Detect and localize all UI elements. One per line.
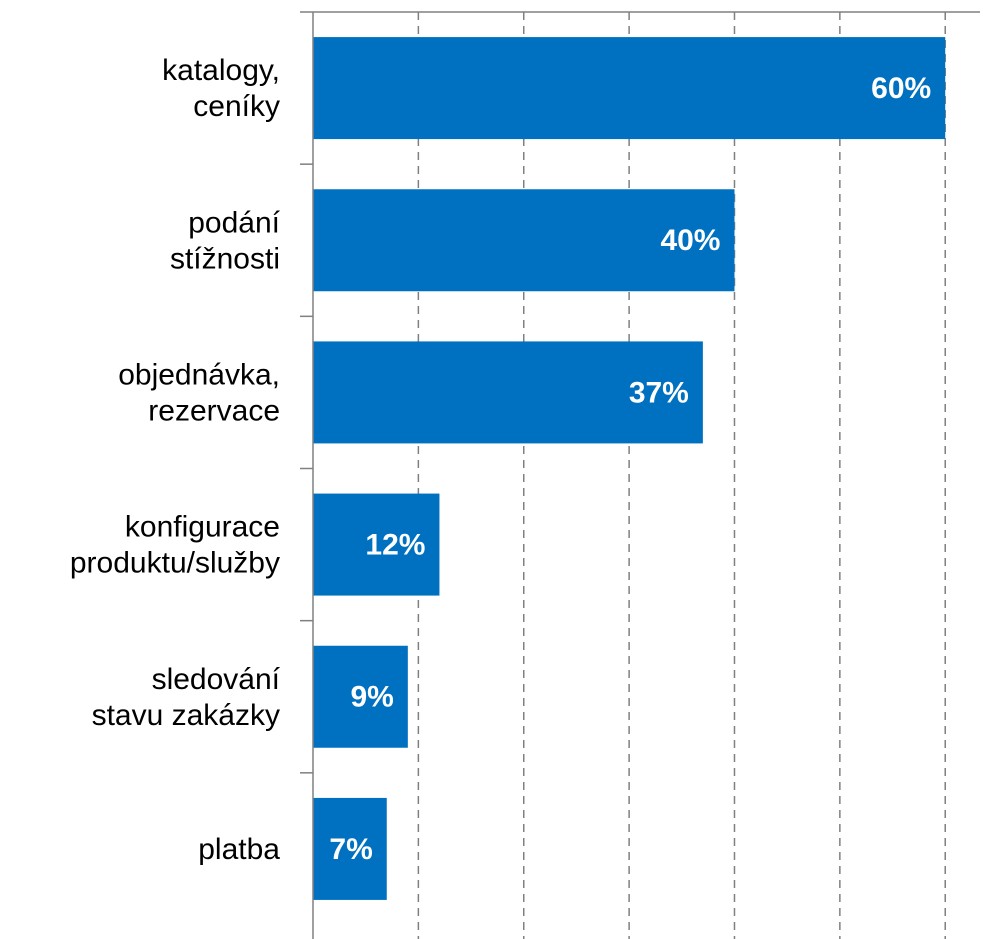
value-label: 37% — [629, 376, 689, 409]
value-label: 60% — [871, 72, 931, 105]
value-label: 40% — [660, 224, 720, 257]
bar — [313, 797, 387, 900]
value-label: 9% — [350, 681, 393, 714]
category-label: objednávka, rezervace — [118, 358, 280, 427]
value-label: 7% — [329, 833, 372, 866]
bar — [313, 189, 735, 292]
category-label: sledování stavu zakázky — [92, 663, 281, 732]
category-label: konfigurace produktu/služby — [70, 511, 280, 580]
category-label: podání stížnosti — [170, 206, 281, 275]
value-label: 12% — [365, 529, 425, 562]
category-label: katalogy, ceníky — [162, 54, 280, 123]
bar — [313, 37, 946, 140]
bar — [313, 645, 408, 748]
category-label: platba — [198, 833, 280, 866]
bar — [313, 341, 703, 444]
bar — [313, 493, 440, 596]
